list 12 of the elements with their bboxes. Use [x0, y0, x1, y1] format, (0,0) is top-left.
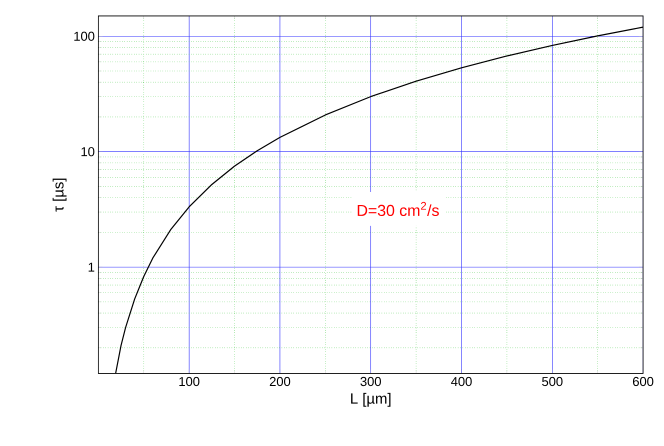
annotation: D=30 cm$^{2}$/s [358, 202, 439, 216]
x-tick-label: 300 [360, 376, 381, 386]
x-axis-title: L [µm] [351, 392, 390, 407]
x-tick-label: 400 [451, 376, 472, 386]
x-tick-label: 200 [270, 376, 290, 386]
x-tick-label: 100 [179, 376, 200, 386]
y-tick-label: 100 [74, 32, 94, 41]
y-axis-title: τ [µs] [52, 178, 67, 212]
y-tick-label: 10 [81, 147, 94, 156]
y-tick-label: 1 [88, 262, 94, 272]
x-tick-label: 600 [632, 376, 654, 386]
x-tick-label: 500 [542, 376, 563, 386]
